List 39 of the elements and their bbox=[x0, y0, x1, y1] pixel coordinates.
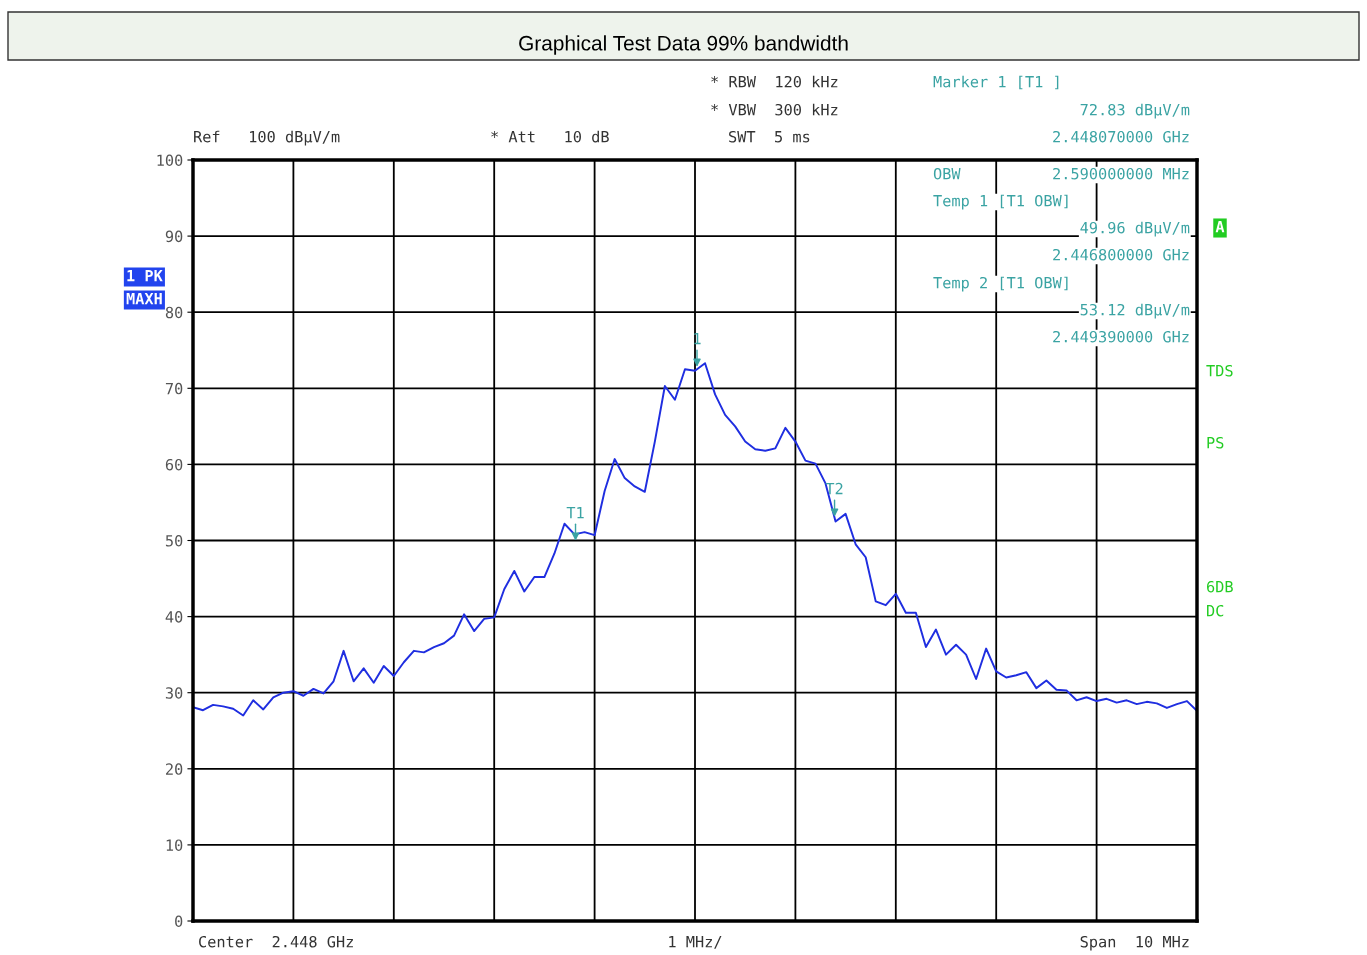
annotation: 49.96 dBµV/m bbox=[1080, 221, 1190, 237]
text: 2.448070000 GHz bbox=[1053, 130, 1189, 143]
text: * Att 10 dB bbox=[491, 130, 609, 143]
y-tick-label: 40 bbox=[165, 611, 183, 623]
text: * VBW 300 kHz bbox=[711, 103, 838, 116]
chart-title: Graphical Test Data 99% bandwidth bbox=[519, 35, 848, 55]
text: 72.83 dBµV/m bbox=[1080, 103, 1190, 119]
y-tick-label: 90 bbox=[165, 230, 183, 243]
text: PS bbox=[1207, 436, 1224, 449]
annotation: 2.446800000 GHz bbox=[1053, 248, 1189, 261]
y-tick-label: 70 bbox=[165, 382, 183, 395]
y-tick-label: 50 bbox=[165, 535, 183, 547]
text: MAXH bbox=[126, 293, 162, 305]
annotation: 2.449390000 GHz bbox=[1053, 330, 1189, 343]
y-tick-label: 0 bbox=[175, 915, 183, 928]
text: DC bbox=[1207, 604, 1224, 617]
text: TDS bbox=[1206, 364, 1233, 377]
text: 1 PK bbox=[127, 270, 163, 282]
text: Span 10 MHz bbox=[1080, 935, 1189, 951]
text: * RBW 120 kHz bbox=[711, 75, 838, 88]
text: 1 MHz/ bbox=[669, 936, 722, 949]
text: Center 2.448 GHz bbox=[199, 935, 353, 948]
annotation: T1 bbox=[566, 507, 584, 519]
y-tick-label: 60 bbox=[165, 458, 183, 471]
text: 6DB bbox=[1206, 580, 1233, 593]
annotation: Temp 2 [T1 OBW] bbox=[933, 276, 1068, 292]
annotation: OBW bbox=[933, 167, 961, 180]
y-tick-label: 10 bbox=[166, 839, 183, 851]
y-tick-label: 20 bbox=[166, 763, 183, 775]
annotation: Temp 1 [T1 OBW] bbox=[933, 194, 1068, 210]
y-tick-label: 80 bbox=[165, 306, 183, 319]
text: Ref 100 dBµV/m bbox=[194, 130, 340, 146]
y-tick-label: 100 bbox=[157, 154, 183, 167]
text: SWT 5 ms bbox=[729, 130, 810, 143]
annotation: 53.12 dBµV/m bbox=[1080, 303, 1190, 319]
text: Marker 1 [T1 ] bbox=[933, 75, 1059, 90]
y-tick-label: 30 bbox=[165, 687, 183, 699]
text: A bbox=[1215, 221, 1225, 233]
annotation: 2.590000000 MHz bbox=[1053, 167, 1189, 180]
